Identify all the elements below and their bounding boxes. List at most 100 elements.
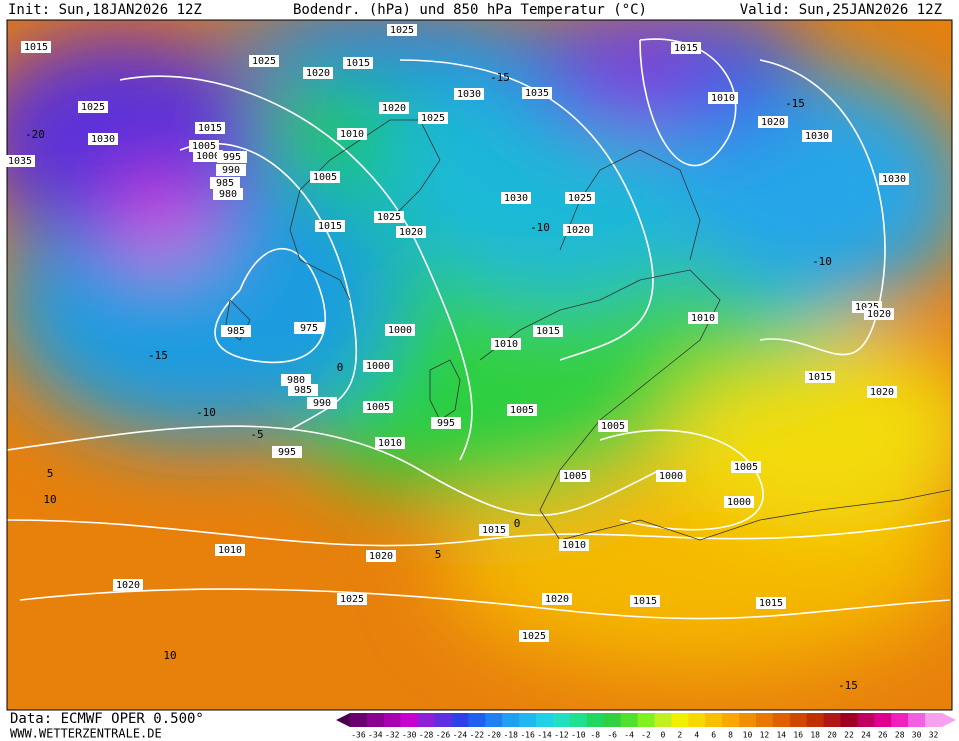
isobar-label: 1015 (198, 123, 222, 134)
legend-tick-label: -8 (590, 731, 600, 740)
legend-swatch (536, 713, 554, 727)
isobar-label: 1025 (568, 193, 592, 204)
legend-tick-label: 18 (810, 731, 820, 740)
isobar-label-box (113, 579, 143, 591)
map-title: Bodendr. (hPa) und 850 hPa Temperatur (°… (293, 2, 647, 18)
isobar-label-box (565, 192, 595, 204)
legend-tick-label: 20 (827, 731, 837, 740)
legend-tick-label: -6 (607, 731, 617, 740)
isobar-label-box (215, 544, 245, 556)
legend-tick-label: 14 (776, 731, 786, 740)
isobar-label: 980 (287, 375, 305, 386)
isobar-label-box (491, 338, 521, 350)
legend-swatch (857, 713, 875, 727)
isobar-label: 1005 (563, 471, 587, 482)
isobar-label: 1015 (24, 42, 48, 53)
isobar-label: 1005 (313, 172, 337, 183)
isobar-label: 1015 (536, 326, 560, 337)
isobar-label-box (217, 151, 247, 163)
isobar-label-box (375, 437, 405, 449)
legend-tick-label: -32 (385, 731, 400, 740)
isobar-label: 1020 (116, 580, 140, 591)
isobar-label: 980 (219, 189, 237, 200)
legend-tick-label: -14 (537, 731, 552, 740)
map-frame (6, 19, 953, 711)
isobar-label-box (21, 41, 51, 53)
isobar-label-box (310, 171, 340, 183)
isobar-label-box (563, 224, 593, 236)
legend-tick-label: 24 (861, 731, 871, 740)
legend-tick-label: -16 (520, 731, 535, 740)
legend-tick-label: -20 (487, 731, 502, 740)
isobar-label: 1000 (659, 471, 683, 482)
isobar-label: 1020 (545, 594, 569, 605)
isobar-label: 1010 (494, 339, 518, 350)
isobar-label: 1025 (377, 212, 401, 223)
isobar-label: 1005 (510, 405, 534, 416)
isobar-label-box (879, 173, 909, 185)
map (7, 20, 952, 710)
legend-tick-label: 2 (677, 731, 682, 740)
isobar-label-box (374, 211, 404, 223)
legend-swatch (722, 713, 740, 727)
isobar-label: 1010 (691, 313, 715, 324)
legend-tick-label: 32 (929, 731, 939, 740)
isobar-label-box (337, 593, 367, 605)
legend-tick-label: 4 (694, 731, 699, 740)
isobar-label-box (454, 88, 484, 100)
legend-tick-label: -36 (351, 731, 366, 740)
legend-swatch (739, 713, 757, 727)
isobar-label: 1020 (867, 309, 891, 320)
legend-swatch (552, 713, 571, 727)
legend-tick-label: -10 (571, 731, 586, 740)
isobar-label: 1025 (340, 594, 364, 605)
isobar-label-box (303, 67, 333, 79)
isotherm-label: -5 (250, 428, 263, 441)
legend-swatch (434, 713, 452, 727)
legend-swatch (603, 713, 622, 727)
isotherm-label: -10 (196, 406, 216, 419)
isobar-label: 1030 (805, 131, 829, 142)
isobar-label: 1015 (346, 58, 370, 69)
isobar-label-box (671, 42, 701, 54)
legend-swatch (755, 713, 774, 727)
isobar-label-box (88, 133, 118, 145)
isobar-label-box (630, 595, 660, 607)
isobar-label-box (189, 140, 219, 152)
isobar-label: 985 (227, 326, 245, 337)
isobar-label-box (193, 150, 223, 162)
legend-tick-label: 8 (728, 731, 733, 740)
legend-swatch (350, 713, 368, 727)
isobar-label: 1020 (399, 227, 423, 238)
legend-tick-label: -26 (436, 731, 451, 740)
isobar-label-box (864, 308, 894, 320)
isobar-label: 1025 (252, 56, 276, 67)
isobar-label: 1010 (711, 93, 735, 104)
isobar-label-box (363, 401, 393, 413)
legend-swatch (451, 713, 469, 727)
isobar-label-box (560, 470, 590, 482)
legend-swatch (705, 713, 723, 727)
isobar-label-box (385, 324, 415, 336)
isotherm-label: -10 (530, 221, 550, 234)
legend-arrow-left (336, 713, 350, 727)
isotherm-label: -15 (838, 679, 858, 692)
isobar-label: 1000 (366, 361, 390, 372)
isobar-label: 990 (313, 398, 331, 409)
isotherm-label: 0 (337, 361, 344, 374)
isobar-label: 1000 (388, 325, 412, 336)
isotherm-label: 0 (514, 517, 521, 530)
legend-tick-label: -34 (368, 731, 383, 740)
isobar-label-box (5, 155, 35, 167)
isobar-label-box (337, 128, 367, 140)
legend-swatch (891, 713, 909, 727)
isobar-label-box (343, 57, 373, 69)
isobar-label: 995 (223, 152, 241, 163)
legend-tick-label: 10 (743, 731, 753, 740)
isotherm-label: -20 (25, 128, 45, 141)
site-url: WWW.WETTERZENTRALE.DE (10, 727, 162, 741)
isobar-label: 1010 (218, 545, 242, 556)
legend-swatch (417, 713, 436, 727)
isobar-label-box (418, 112, 448, 124)
isobar-label: 1020 (382, 103, 406, 114)
